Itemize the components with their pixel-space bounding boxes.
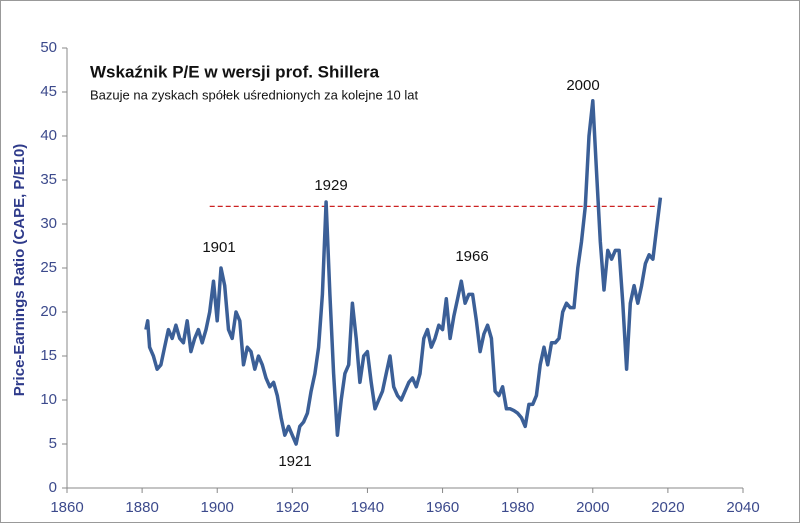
x-tick-label: 1920 <box>276 499 309 516</box>
x-tick-label: 1940 <box>351 499 384 516</box>
y-tick-label: 0 <box>49 479 57 496</box>
x-tick-label: 1980 <box>501 499 534 516</box>
x-tick-label: 1860 <box>50 499 83 516</box>
annotation: 1901 <box>202 239 235 256</box>
cape-line <box>144 99 663 446</box>
annotation: 2000 <box>566 77 599 94</box>
annotation: 1921 <box>278 453 311 470</box>
y-tick-label: 30 <box>40 215 57 232</box>
x-tick-label: 1900 <box>201 499 234 516</box>
x-tick-label: 1960 <box>426 499 459 516</box>
y-axis-label: Price-Earnings Ratio (CAPE, P/E10) <box>11 144 28 397</box>
y-tick-label: 45 <box>40 83 57 100</box>
y-tick-label: 35 <box>40 171 57 188</box>
y-tick-label: 50 <box>40 39 57 56</box>
x-tick-label: 2020 <box>651 499 684 516</box>
chart-title: Wskaźnik P/E w wersji prof. Shillera <box>90 62 380 81</box>
y-tick-label: 10 <box>40 391 57 408</box>
x-tick-label: 2000 <box>576 499 609 516</box>
y-tick-label: 25 <box>40 259 57 276</box>
y-tick-label: 20 <box>40 303 57 320</box>
x-tick-label: 1880 <box>125 499 158 516</box>
y-tick-label: 5 <box>49 435 57 452</box>
y-tick-label: 40 <box>40 127 57 144</box>
annotation: 1929 <box>314 177 347 194</box>
y-tick-label: 15 <box>40 347 57 364</box>
chart-subtitle: Bazuje na zyskach spółek uśrednionych za… <box>90 87 418 102</box>
x-tick-label: 2040 <box>726 499 759 516</box>
annotation: 1966 <box>455 248 488 265</box>
